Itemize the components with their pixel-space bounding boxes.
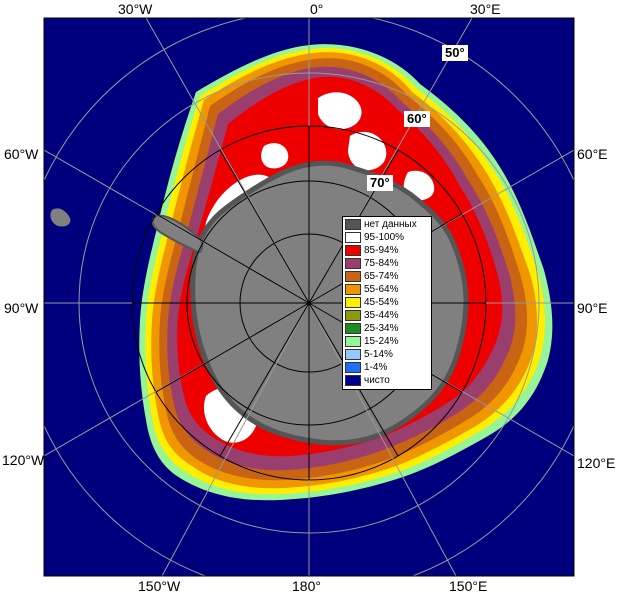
legend-label: 5-14%	[364, 349, 393, 360]
legend-label: 85-94%	[364, 245, 399, 256]
legend-item: 55-64%	[343, 283, 431, 296]
legend-swatch	[345, 284, 361, 295]
lon-label-0: 0°	[310, 1, 324, 17]
lon-label-30e: 30°E	[470, 1, 501, 17]
map-frame	[43, 17, 575, 577]
meridian-150w	[161, 302, 310, 576]
legend-label: 1-4%	[364, 362, 388, 373]
meridian-150e	[308, 302, 457, 576]
legend-item: нет данных	[343, 218, 431, 231]
legend-swatch	[345, 271, 361, 282]
legend-swatch	[345, 310, 361, 321]
legend-item: 15-24%	[343, 335, 431, 348]
legend-item: 25-34%	[343, 322, 431, 335]
legend-item: 95-100%	[343, 231, 431, 244]
no-data-coast	[190, 160, 469, 446]
lon-label-60e: 60°E	[577, 146, 608, 162]
legend-swatch	[345, 336, 361, 347]
legend-label: 65-74%	[364, 271, 399, 282]
legend-label: 55-64%	[364, 284, 399, 295]
lat-label-60: 60°	[404, 111, 430, 127]
legend-item: 75-84%	[343, 257, 431, 270]
ice-patch-north-95	[318, 92, 362, 130]
legend-label: 25-34%	[364, 323, 399, 334]
legend-item: 45-54%	[343, 296, 431, 309]
legend-item: чисто	[343, 374, 431, 387]
ice-patch-nw-95	[261, 143, 289, 169]
lon-label-30w: 30°W	[118, 1, 153, 17]
legend-label: 45-54%	[364, 297, 399, 308]
legend-swatch	[345, 297, 361, 308]
legend-swatch	[345, 232, 361, 243]
legend-label: нет данных	[364, 219, 417, 230]
lon-label-60w: 60°W	[4, 146, 39, 162]
legend-item: 5-14%	[343, 348, 431, 361]
lon-label-120w: 120°W	[2, 452, 45, 468]
legend-swatch	[345, 245, 361, 256]
legend-item: 65-74%	[343, 270, 431, 283]
legend-item: 35-44%	[343, 309, 431, 322]
lon-label-150w: 150°W	[138, 578, 181, 594]
concentration-legend: нет данных 95-100% 85-94% 75-84% 65-74% …	[342, 216, 432, 390]
legend-item: 85-94%	[343, 244, 431, 257]
lat-label-70: 70°	[367, 175, 393, 191]
legend-label: 15-24%	[364, 336, 399, 347]
legend-swatch	[345, 258, 361, 269]
legend-swatch	[345, 362, 361, 373]
lat-label-50: 50°	[442, 45, 468, 61]
legend-item: 1-4%	[343, 361, 431, 374]
legend-swatch	[345, 349, 361, 360]
lon-label-90w: 90°W	[4, 300, 39, 316]
lon-label-180: 180°	[292, 578, 321, 594]
legend-swatch	[345, 323, 361, 334]
legend-label: чисто	[364, 375, 390, 386]
legend-swatch	[345, 219, 361, 230]
legend-label: 95-100%	[364, 232, 405, 243]
legend-swatch	[345, 375, 361, 386]
lon-label-150e: 150°E	[449, 578, 488, 594]
south-america-land	[50, 208, 71, 227]
lon-label-120e: 120°E	[577, 455, 616, 471]
legend-label: 35-44%	[364, 310, 399, 321]
lon-label-90e: 90°E	[577, 300, 608, 316]
legend-label: 75-84%	[364, 258, 399, 269]
ice-patch-ne1-95	[348, 131, 387, 171]
